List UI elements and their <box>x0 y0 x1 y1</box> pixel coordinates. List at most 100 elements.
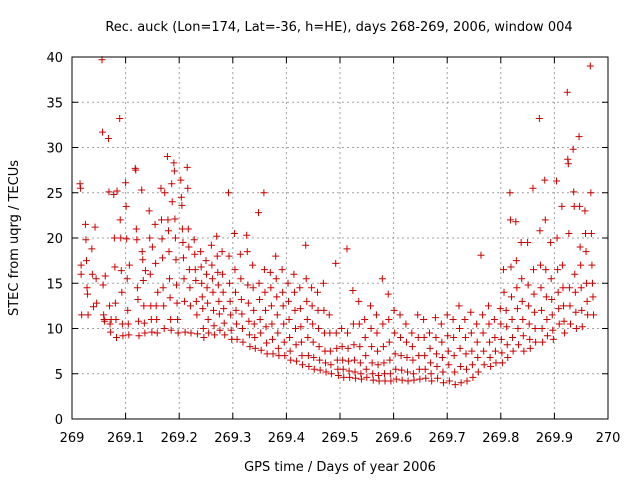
data-point <box>290 270 298 278</box>
data-point <box>184 184 192 192</box>
data-point <box>308 302 316 310</box>
data-point <box>444 347 452 355</box>
data-point <box>280 338 288 346</box>
data-point <box>487 363 495 371</box>
data-point <box>186 284 194 292</box>
data-point <box>134 317 142 325</box>
data-point <box>462 350 470 358</box>
data-point <box>434 374 442 382</box>
data-point <box>172 256 180 264</box>
data-point <box>237 275 245 283</box>
data-point <box>131 164 139 172</box>
y-axis-label: STEC from uqrg / TECUs <box>7 160 22 316</box>
data-point <box>243 248 251 256</box>
data-point <box>192 297 200 305</box>
data-point <box>292 325 300 332</box>
data-point <box>565 284 573 292</box>
data-point <box>314 306 322 314</box>
x-tick-label: 270 <box>596 431 621 446</box>
data-point <box>587 189 595 197</box>
data-point <box>191 250 199 258</box>
data-point <box>338 325 346 332</box>
data-point <box>123 235 131 243</box>
data-point <box>298 361 306 369</box>
data-point <box>315 343 323 351</box>
data-point <box>290 288 298 296</box>
y-tick-label: 5 <box>55 368 63 383</box>
data-point <box>83 284 91 292</box>
data-point <box>426 344 434 352</box>
data-point <box>486 353 494 361</box>
data-point <box>263 339 271 347</box>
data-point <box>569 145 577 153</box>
data-point <box>243 231 251 239</box>
data-point <box>543 315 551 323</box>
data-point <box>319 279 327 287</box>
data-point <box>529 266 537 274</box>
data-point <box>232 306 240 314</box>
data-point <box>351 368 359 376</box>
data-point <box>576 243 584 251</box>
data-point <box>381 377 389 385</box>
data-point <box>170 167 178 175</box>
y-tick-label: 40 <box>46 51 63 66</box>
x-tick-label: 269.5 <box>321 431 358 446</box>
data-point <box>578 306 586 314</box>
data-point <box>386 370 394 378</box>
data-point <box>415 365 423 373</box>
data-point <box>260 189 268 197</box>
data-point <box>582 248 590 256</box>
data-point <box>279 288 287 296</box>
data-point <box>132 166 140 174</box>
data-point <box>313 288 321 296</box>
y-tick-label: 35 <box>46 96 63 111</box>
data-point <box>309 320 317 328</box>
data-point <box>274 329 282 337</box>
data-point <box>480 347 488 355</box>
data-point <box>479 311 487 319</box>
data-point <box>76 180 84 188</box>
data-point <box>101 317 109 325</box>
data-point <box>525 302 533 310</box>
data-point <box>415 352 423 360</box>
data-point <box>432 334 440 342</box>
data-points <box>76 56 598 389</box>
data-point <box>563 88 571 96</box>
data-point <box>215 310 223 318</box>
data-point <box>404 377 412 385</box>
data-point <box>205 329 213 337</box>
data-point <box>163 153 171 161</box>
data-point <box>355 320 363 328</box>
data-point <box>297 338 305 346</box>
data-point <box>326 329 334 337</box>
data-point <box>572 325 580 332</box>
data-point <box>474 368 482 376</box>
data-point <box>384 290 392 298</box>
data-point <box>112 315 120 323</box>
data-point <box>284 279 292 287</box>
data-point <box>273 293 281 301</box>
data-point <box>549 326 557 334</box>
data-point <box>391 329 399 337</box>
data-point <box>116 216 124 224</box>
data-point <box>116 115 124 123</box>
data-point <box>221 331 229 339</box>
data-point <box>174 329 182 337</box>
data-point <box>119 332 127 340</box>
data-point <box>588 261 596 269</box>
data-point <box>268 320 276 328</box>
data-point <box>140 319 148 327</box>
data-point <box>361 334 369 342</box>
data-point <box>78 311 86 319</box>
data-point <box>367 325 375 332</box>
data-point <box>462 365 470 373</box>
data-point <box>403 353 411 361</box>
data-point <box>309 338 317 346</box>
data-point <box>553 177 561 185</box>
data-point <box>362 365 370 373</box>
data-point <box>183 163 191 171</box>
data-point <box>310 365 318 373</box>
data-point <box>204 315 212 323</box>
data-point <box>457 363 465 371</box>
data-point <box>168 198 176 206</box>
